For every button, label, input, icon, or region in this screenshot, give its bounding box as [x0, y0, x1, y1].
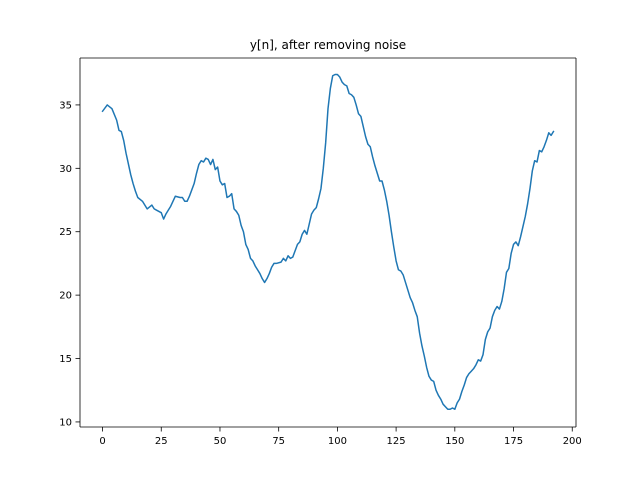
x-tick-label: 175 [504, 436, 523, 447]
y-tick-label: 15 [59, 354, 72, 365]
y-tick-label: 35 [59, 100, 72, 111]
x-tick-label: 50 [214, 436, 227, 447]
y-tick-label: 10 [59, 417, 72, 428]
y-tick-label: 20 [59, 291, 72, 302]
y-tick-label: 25 [59, 227, 72, 238]
y-tick-label: 30 [59, 164, 72, 175]
x-tick-label: 125 [387, 436, 406, 447]
x-tick-label: 150 [445, 436, 464, 447]
series-line-0 [101, 73, 555, 410]
x-tick-label: 0 [99, 436, 105, 447]
x-tick-label: 100 [328, 436, 347, 447]
chart-title: y[n], after removing noise [250, 38, 406, 52]
x-tick-label: 25 [155, 436, 168, 447]
x-tick-label: 200 [563, 436, 582, 447]
x-tick-label: 75 [272, 436, 285, 447]
plot-area: 0 25 50 75 100 125 150 175 200 10 15 20 25 30 35 [59, 57, 582, 447]
